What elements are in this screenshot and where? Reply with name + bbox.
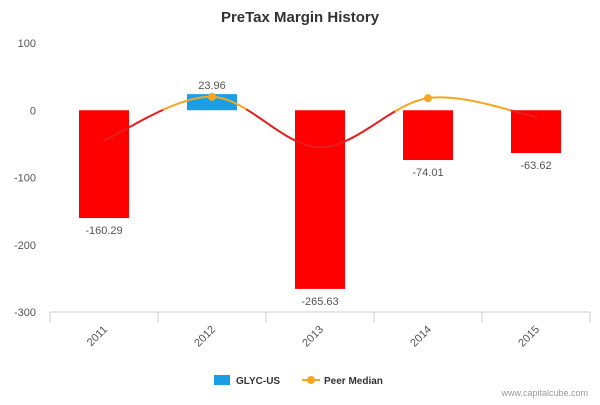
- y-tick-label: -100: [14, 173, 36, 185]
- bar-2013: [295, 110, 345, 289]
- legend-item-glyc-us[interactable]: GLYC-US: [214, 375, 280, 387]
- peer-median-point-2012: [208, 93, 216, 101]
- legend-label-glyc-us: GLYC-US: [236, 376, 280, 387]
- y-tick-label: 0: [30, 105, 36, 117]
- legend-item-peer-median[interactable]: Peer Median: [302, 376, 383, 387]
- bar-2011: [79, 110, 129, 218]
- watermark: www.capitalcube.com: [500, 388, 588, 398]
- y-tick-label: 100: [18, 38, 36, 50]
- legend-label-peer-median: Peer Median: [324, 376, 383, 387]
- x-tick-label: 2015: [516, 324, 542, 350]
- data-label-2014: -74.01: [412, 167, 443, 179]
- x-tick-label: 2011: [85, 324, 110, 349]
- bar-series: [79, 94, 561, 289]
- y-tick-label: -300: [14, 307, 36, 319]
- data-label-2012: 23.96: [198, 80, 226, 92]
- legend-marker-peer-median: [307, 376, 315, 384]
- legend: GLYC-US Peer Median: [214, 375, 383, 387]
- chart-title: PreTax Margin History: [221, 9, 380, 26]
- x-axis: 2011 2012 2013 2014 2015: [50, 312, 590, 349]
- data-label-2015: -63.62: [520, 160, 551, 172]
- data-label-2011: -160.29: [85, 225, 122, 237]
- peer-median-point-2014: [424, 94, 432, 102]
- x-tick-label: 2012: [192, 324, 218, 350]
- x-tick-label: 2013: [300, 324, 326, 350]
- y-axis: 100 0 -100 -200 -300: [14, 38, 36, 319]
- y-tick-label: -200: [14, 240, 36, 252]
- x-tick-label: 2014: [408, 324, 434, 350]
- legend-swatch-glyc-us: [214, 375, 230, 385]
- bar-2014: [403, 110, 453, 160]
- data-label-2013: -265.63: [301, 296, 338, 308]
